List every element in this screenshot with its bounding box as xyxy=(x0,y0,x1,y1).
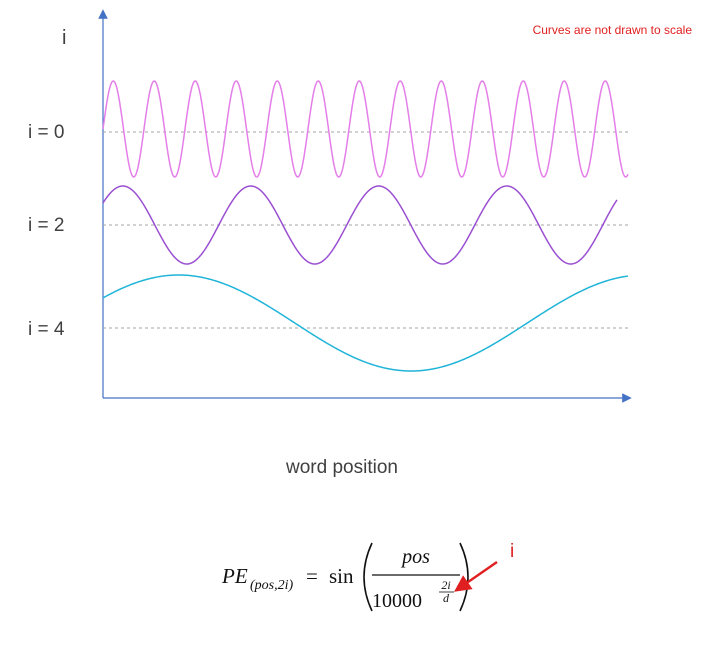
formula-function: sin xyxy=(329,564,354,588)
callout-label: i xyxy=(510,541,514,562)
positional-encoding-formula: PE (pos,2i) = sin pos 10000 2i d xyxy=(221,542,469,612)
row-label-i4: i = 4 xyxy=(28,319,65,340)
x-axis-title: word position xyxy=(285,457,398,478)
callout-arrow xyxy=(454,561,498,592)
formula-right-paren xyxy=(459,542,469,612)
formula-exponent-numerator: 2i xyxy=(441,578,450,592)
formula-numerator: pos xyxy=(400,546,430,568)
formula-denominator-base: 10000 xyxy=(372,590,422,612)
row-label-i0: i = 0 xyxy=(28,122,64,143)
formula-equals: = xyxy=(306,564,318,588)
row-label-i2: i = 2 xyxy=(28,215,64,236)
sine-curve-i2 xyxy=(102,185,618,265)
formula-lhs-subscript: (pos,2i) xyxy=(250,578,294,593)
formula-left-paren xyxy=(363,542,373,612)
formula-exponent-denominator: d xyxy=(443,591,450,605)
sine-curve-i0 xyxy=(102,80,629,178)
y-axis-title: i xyxy=(62,27,66,49)
sine-curve-i4 xyxy=(102,274,629,372)
scale-note: Curves are not drawn to scale xyxy=(533,23,693,37)
formula-lhs: PE xyxy=(221,564,248,588)
